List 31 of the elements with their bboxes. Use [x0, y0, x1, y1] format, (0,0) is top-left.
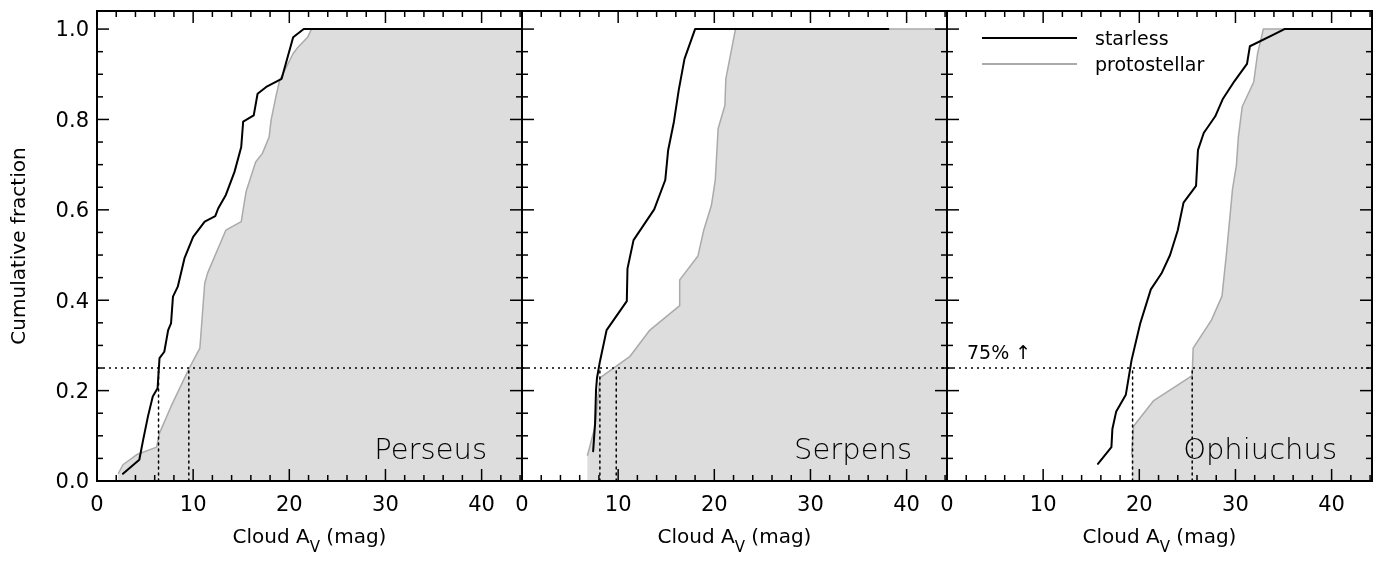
- x-tick-label: 40: [1318, 492, 1345, 516]
- x-tick-label: 20: [700, 492, 728, 516]
- x-tick-label: 30: [797, 492, 824, 516]
- x-axis-title: Cloud A$_{V}$ (mag): [657, 524, 812, 556]
- x-tick-label: 40: [468, 492, 495, 516]
- x-tick-label: 0: [940, 492, 954, 516]
- x-tick-label: 10: [604, 492, 632, 516]
- x-tick-label: 10: [179, 492, 207, 516]
- text: Serpens: [794, 432, 912, 466]
- y-tick-label: 1.0: [55, 17, 89, 42]
- text: Perseus: [374, 432, 487, 466]
- x-tick-label: 0: [90, 492, 104, 516]
- y-tick-label: 0.8: [55, 107, 89, 132]
- x-tick-label: 40: [893, 492, 920, 516]
- y-tick-label: 0.4: [55, 288, 89, 313]
- x-tick-label: 30: [372, 492, 399, 516]
- x-tick-label: 20: [275, 492, 303, 516]
- y-tick-label: 0.2: [55, 378, 89, 403]
- ref-line-label: 75% ↑: [967, 341, 1032, 364]
- legend-label: starless: [1095, 26, 1169, 49]
- x-tick-label: 10: [1029, 492, 1057, 516]
- x-tick-label: 0: [515, 492, 529, 516]
- legend-label: protostellar: [1095, 52, 1205, 75]
- x-axis-title: Cloud A$_{V}$ (mag): [1082, 524, 1237, 556]
- y-tick-label: 0.6: [55, 198, 89, 223]
- y-axis-title: Cumulative fraction: [6, 147, 30, 345]
- x-tick-label: 20: [1125, 492, 1153, 516]
- x-tick-label: 30: [1222, 492, 1249, 516]
- text: Ophiuchus: [1183, 432, 1337, 466]
- x-axis-title: Cloud A$_{V}$ (mag): [232, 524, 387, 556]
- y-tick-label: 0.0: [55, 469, 89, 494]
